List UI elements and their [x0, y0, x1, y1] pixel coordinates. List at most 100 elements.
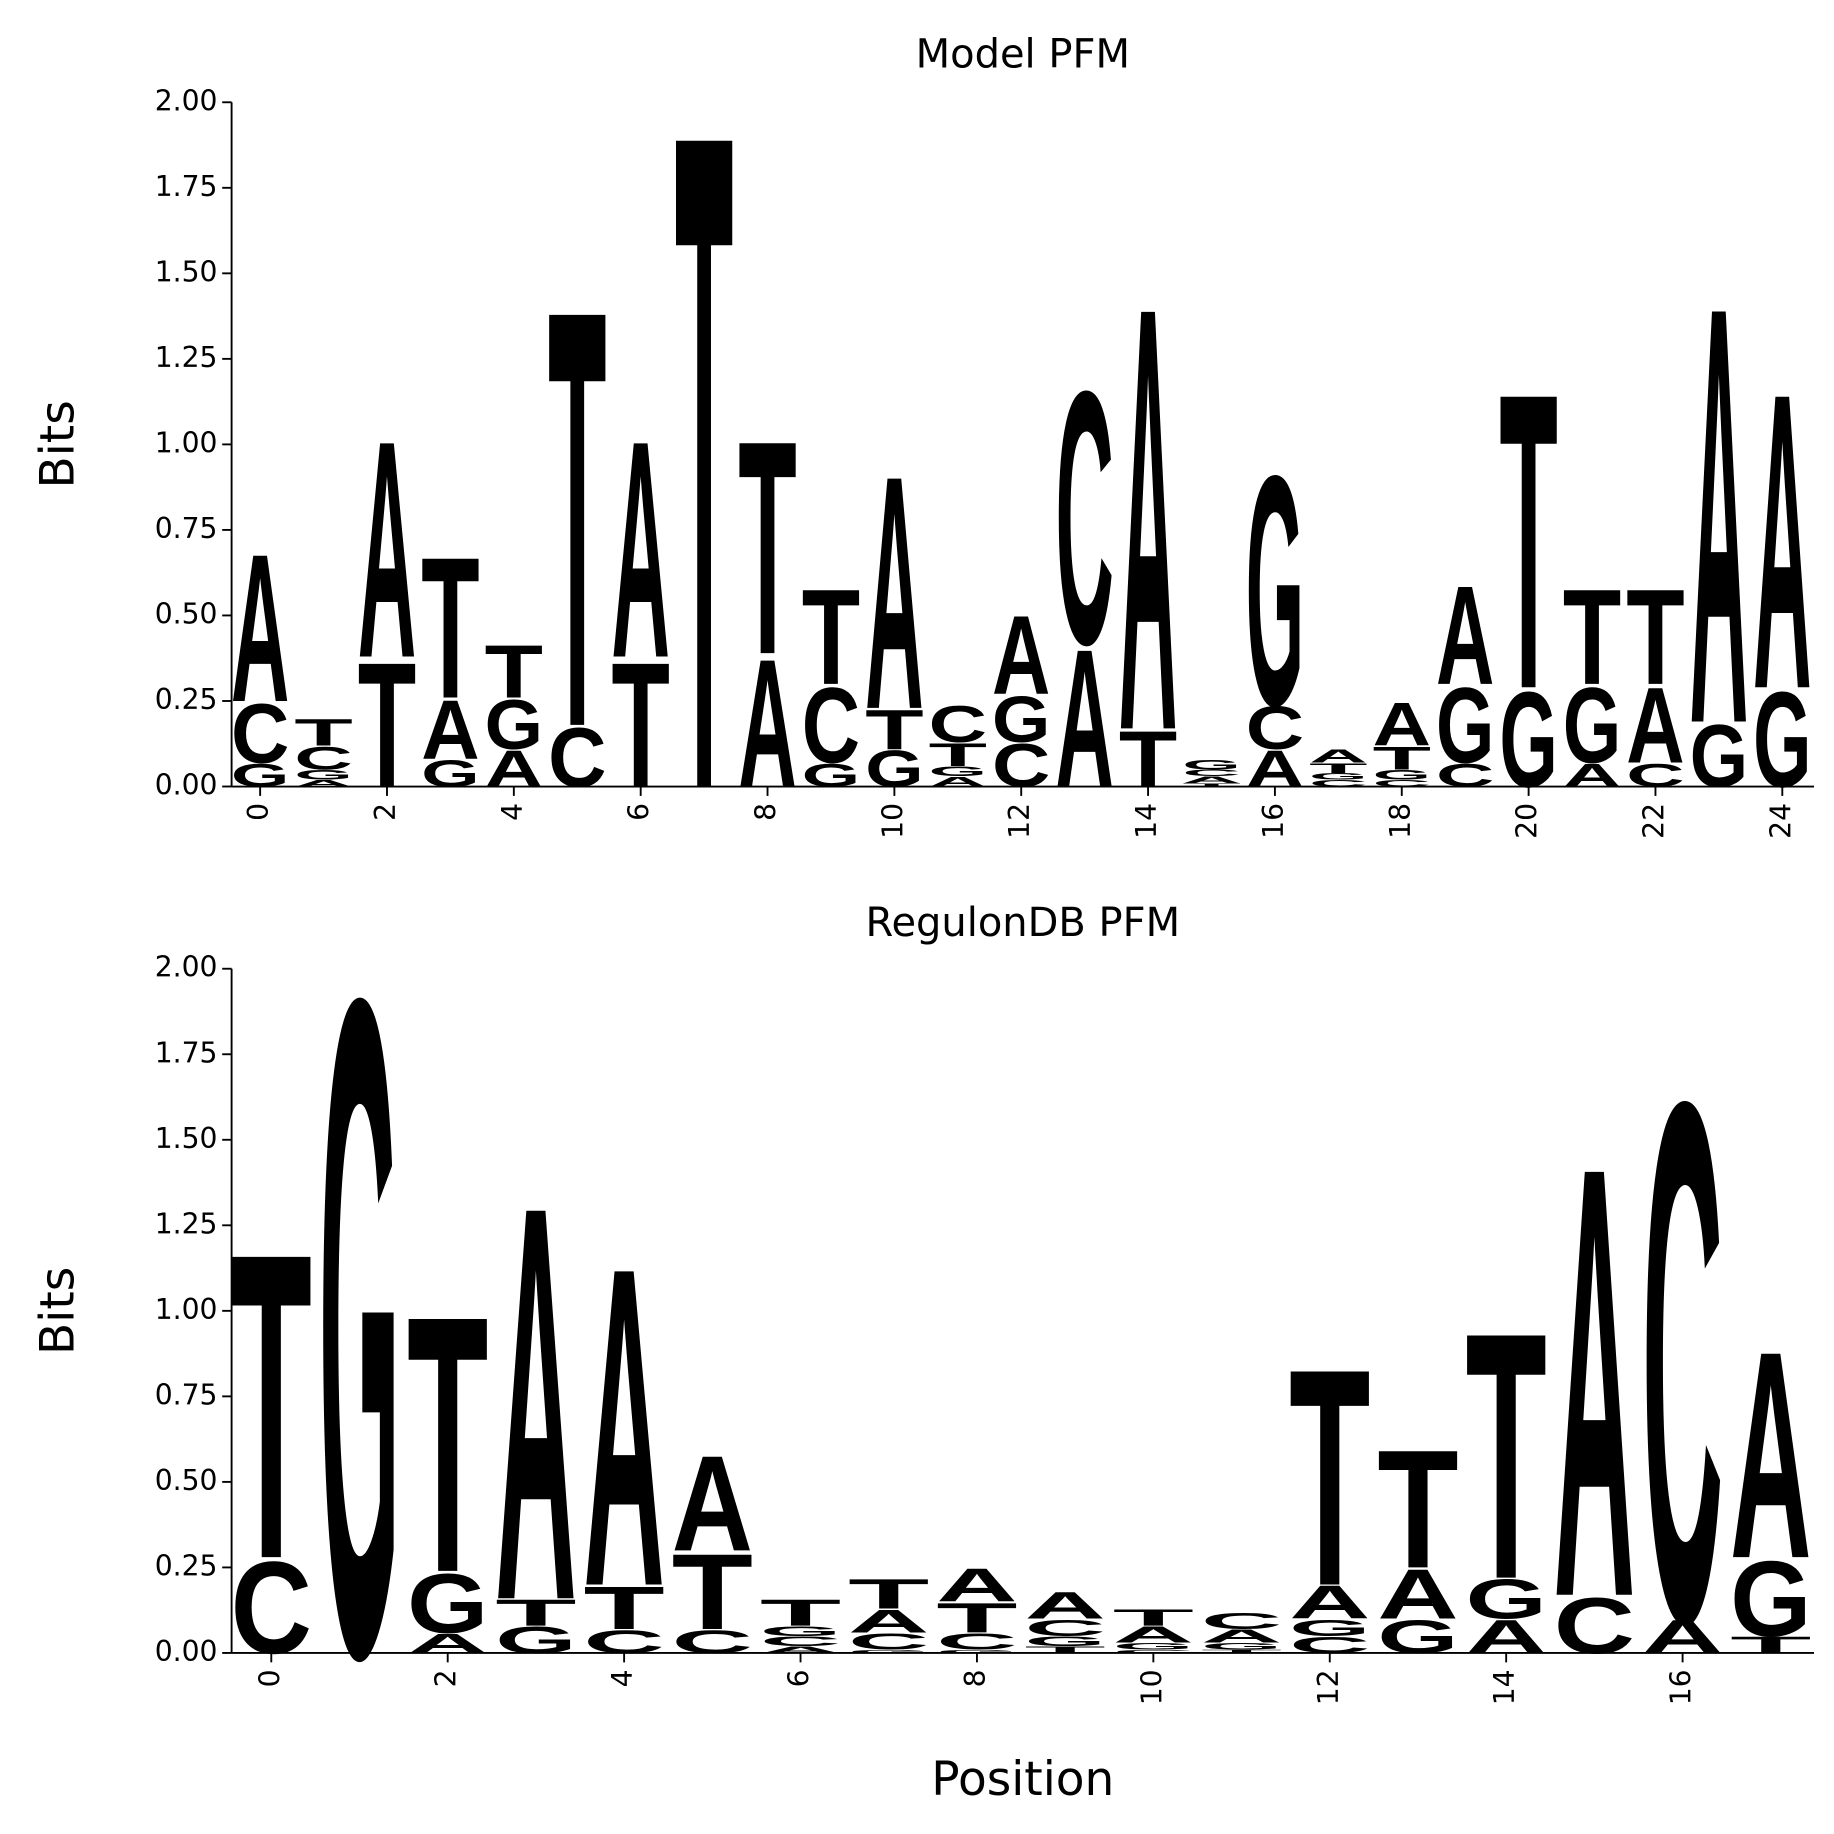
letter: G — [1563, 665, 1621, 786]
letter: T — [865, 698, 923, 761]
x-tick-label: 4 — [606, 1669, 639, 1687]
letter: G — [1730, 1538, 1811, 1659]
x-tick-label: 14 — [1130, 803, 1163, 839]
y-tick-label: 0.25 — [155, 683, 218, 716]
x-tick-label: 6 — [783, 1669, 816, 1687]
letter: T — [802, 561, 860, 713]
x-tick-label: 16 — [1257, 803, 1290, 839]
letter: C — [802, 665, 860, 786]
letter: A — [1642, 1610, 1723, 1662]
y-tick-label: 1.25 — [155, 341, 218, 374]
x-tick-label: 20 — [1511, 803, 1544, 839]
letter: T — [294, 712, 352, 754]
letter: A — [760, 1645, 841, 1655]
x-tick-label: 14 — [1488, 1669, 1521, 1705]
x-tick-label: 0 — [242, 803, 275, 821]
y-tick-label: 0.00 — [155, 769, 218, 802]
letter: T — [675, 0, 733, 986]
y-tick-label: 0.75 — [155, 1378, 218, 1411]
letter: G — [1436, 665, 1494, 786]
x-tick-label: 12 — [1312, 1669, 1345, 1705]
y-tick-label: 0.50 — [155, 597, 218, 630]
y-tick-label: 0.00 — [155, 1635, 218, 1668]
x-tick-label: 10 — [1135, 1669, 1168, 1705]
letter: G — [485, 685, 543, 764]
letter: T — [936, 1594, 1017, 1641]
x-tick-label: 10 — [876, 803, 909, 839]
x-tick-label: 18 — [1384, 803, 1417, 839]
letter: C — [1201, 1608, 1282, 1634]
letter: C — [231, 686, 289, 781]
letter: A — [1753, 304, 1811, 777]
letter: A — [495, 1090, 576, 1719]
x-tick-label: 24 — [1764, 803, 1797, 839]
letter: T — [1201, 1649, 1282, 1654]
letter: C — [1554, 1581, 1635, 1670]
letter: A — [848, 1603, 929, 1640]
letter: C — [1309, 778, 1367, 788]
y-tick-label: 2.00 — [155, 84, 218, 117]
letter: A — [992, 593, 1050, 718]
y-tick-label: 0.75 — [155, 512, 218, 545]
letter: G — [319, 803, 400, 1834]
letter: C — [1436, 757, 1494, 794]
letter: G — [1246, 409, 1304, 775]
letter: G — [1690, 707, 1748, 806]
letter: A — [1113, 1621, 1194, 1647]
letter: T — [548, 187, 606, 853]
letter: G — [1499, 663, 1557, 815]
letter: A — [407, 1628, 488, 1659]
letter: T — [848, 1570, 929, 1617]
y-tick-label: 1.50 — [155, 1122, 218, 1155]
letter: A — [1182, 775, 1240, 785]
letter: G — [760, 1623, 841, 1639]
letter: C — [672, 1624, 753, 1661]
letter: A — [1373, 690, 1431, 758]
letter: C — [548, 710, 606, 805]
letter: G — [992, 683, 1050, 756]
y-axis-label: Bits — [31, 400, 86, 488]
letter: A — [1289, 1576, 1370, 1628]
letter: T — [1466, 1258, 1547, 1652]
chart-title: Model PFM — [916, 31, 1130, 77]
letter: T — [1113, 1604, 1194, 1630]
letter: G — [1182, 757, 1240, 773]
letter: A — [421, 682, 479, 777]
x-tick-label: 2 — [430, 1669, 463, 1687]
letter: C — [1246, 694, 1304, 762]
letter: C — [992, 731, 1050, 799]
letter: A — [1466, 1610, 1547, 1662]
letter: G — [802, 757, 860, 794]
letter: A — [584, 1174, 665, 1682]
letter: G — [1201, 1641, 1282, 1651]
letter: T — [1373, 740, 1431, 777]
y-tick-label: 1.00 — [155, 1293, 218, 1326]
letter: C — [848, 1628, 929, 1654]
y-axis-label: Bits — [31, 1267, 86, 1355]
letter: T — [760, 1592, 841, 1634]
letter: T — [1289, 1304, 1370, 1650]
letter: A — [1554, 1038, 1635, 1726]
letter: T — [1377, 1414, 1458, 1603]
letter: T — [1499, 304, 1557, 777]
letter: T — [485, 630, 543, 714]
letter: T — [1563, 561, 1621, 713]
letter: A — [865, 406, 923, 778]
x-tick-label: 2 — [369, 803, 402, 821]
letter: G — [231, 757, 289, 794]
letter: T — [421, 515, 479, 740]
letter: T — [358, 626, 416, 826]
letter: T — [584, 1574, 665, 1642]
letter: C — [936, 1628, 1017, 1654]
letter: G — [936, 1649, 1017, 1654]
letter: C — [1373, 778, 1431, 788]
letter: A — [672, 1427, 753, 1579]
letter: G — [1025, 1633, 1106, 1649]
letter: C — [294, 740, 352, 777]
letter: A — [1025, 1585, 1106, 1627]
letter: C — [584, 1624, 665, 1661]
y-tick-label: 2.00 — [155, 951, 218, 984]
letter: A — [1119, 181, 1177, 857]
